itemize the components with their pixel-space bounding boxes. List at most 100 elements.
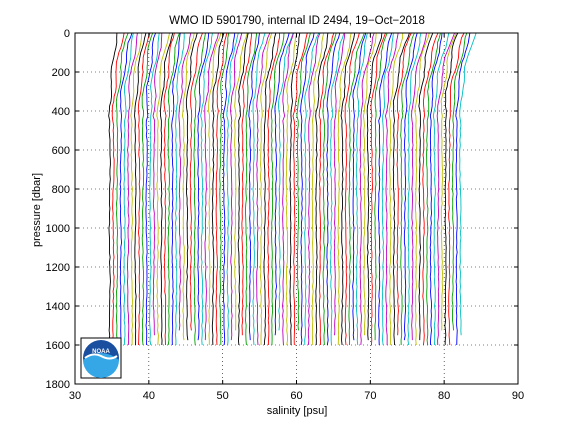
profile-line: [152, 32, 163, 336]
profile-line: [167, 32, 180, 346]
profile-line: [374, 32, 388, 341]
profile-line: [111, 32, 125, 346]
y-axis: 0 200 400 600 800 1000 1200 1400 1600 1800: [46, 28, 518, 391]
profile-line: [426, 32, 441, 346]
profile-line: [156, 32, 171, 346]
profile-line: [289, 32, 301, 346]
profile-line: [163, 32, 175, 346]
profile-line: [348, 32, 365, 346]
y-tick-label: 0: [64, 28, 70, 40]
profile-lines: [108, 32, 477, 346]
profile-line: [200, 32, 213, 346]
profile-line: [385, 32, 399, 346]
profile-line: [241, 32, 253, 336]
profile-line: [270, 32, 285, 346]
profile-line: [178, 32, 192, 331]
x-tick-label: 50: [217, 390, 229, 402]
profile-line: [300, 32, 315, 346]
profile-line: [285, 32, 298, 346]
y-tick-label: 600: [52, 145, 70, 157]
profile-line: [296, 32, 311, 331]
y-tick-label: 1800: [46, 379, 70, 391]
profile-line: [193, 32, 206, 346]
profile-line: [352, 32, 367, 341]
y-tick-label: 400: [52, 106, 70, 118]
profile-line: [130, 32, 143, 346]
profile-line: [159, 32, 174, 346]
profile-line: [267, 32, 280, 346]
profile-line: [189, 32, 203, 331]
x-tick-label: 60: [290, 390, 302, 402]
profile-line: [436, 32, 455, 346]
profile-line: [222, 32, 236, 346]
profile-line: [370, 32, 386, 346]
profile-line: [455, 32, 471, 346]
y-axis-label: pressure [dbar]: [31, 173, 43, 247]
x-tick-label: 30: [69, 390, 81, 402]
profile-line: [340, 32, 356, 346]
profile-line: [204, 32, 219, 341]
profile-line: [444, 32, 459, 346]
profile-line: [237, 32, 249, 346]
profile-line: [448, 32, 465, 346]
profile-line: [211, 32, 225, 346]
x-tick-label: 90: [512, 390, 524, 402]
y-tick-label: 800: [52, 184, 70, 196]
profile-line: [181, 32, 195, 341]
y-tick-label: 1000: [46, 223, 70, 235]
profile-line: [197, 32, 210, 341]
profile-line: [459, 32, 477, 336]
profile-line: [311, 32, 325, 346]
profile-line: [119, 32, 133, 346]
profile-line: [366, 32, 383, 341]
y-tick-label: 1400: [46, 301, 70, 313]
profile-line: [330, 32, 345, 346]
profile-line: [259, 32, 273, 346]
profile-line: [134, 32, 147, 346]
profile-line: [429, 32, 443, 346]
profile-line: [230, 32, 243, 341]
profile-line: [337, 32, 352, 346]
plot-area: 30 40 50 60 70 80 90 0 200 400 600 800 1000 1200 1400…: [46, 28, 525, 402]
profile-line: [215, 32, 228, 346]
profile-line: [292, 32, 308, 346]
profile-line: [359, 32, 375, 346]
profile-line: [282, 32, 294, 346]
profile-line: [381, 32, 394, 346]
profile-line: [403, 32, 418, 341]
profile-line: [208, 32, 222, 346]
profile-line: [115, 32, 129, 346]
x-tick-label: 40: [143, 390, 155, 402]
profile-line: [318, 32, 335, 346]
grid-lines: [75, 33, 518, 384]
profile-line: [171, 32, 181, 346]
profile-line: [304, 32, 320, 346]
logo-wave-line: [84, 353, 118, 360]
profile-line: [174, 32, 185, 346]
profile-line: [315, 32, 329, 346]
profile-line: [378, 32, 393, 346]
x-axis-label: salinity [psu]: [267, 405, 328, 417]
profile-line: [432, 32, 450, 346]
profile-line: [141, 32, 154, 346]
y-tick-label: 1600: [46, 340, 70, 352]
profile-line: [322, 32, 337, 346]
profile-line: [333, 32, 346, 336]
profile-line: [363, 32, 377, 336]
profile-line: [407, 32, 422, 346]
profile-line: [234, 32, 248, 331]
profile-line: [252, 32, 266, 346]
x-axis: 30 40 50 60 70 80 90: [69, 33, 524, 402]
profile-line: [355, 32, 368, 346]
profile-line: [414, 32, 430, 346]
profile-line: [126, 32, 138, 346]
y-tick-label: 1200: [46, 262, 70, 274]
noaa-logo: NOAA: [80, 337, 122, 379]
profile-line: [108, 32, 118, 346]
profile-line: [411, 32, 427, 341]
x-tick-label: 80: [438, 390, 450, 402]
profile-line: [137, 32, 151, 346]
profile-line: [149, 32, 160, 346]
profile-line: [422, 32, 439, 346]
